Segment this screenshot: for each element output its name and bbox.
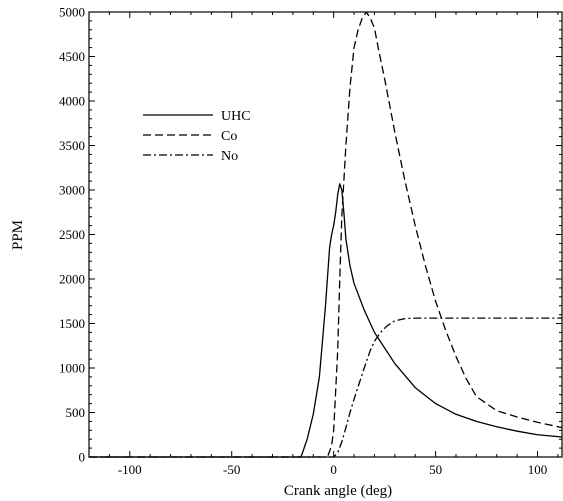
y-tick-label: 3000 — [59, 183, 85, 198]
legend-label: No — [221, 149, 238, 164]
x-tick-label: 50 — [429, 462, 442, 477]
y-tick-label: 1500 — [59, 316, 85, 331]
y-axis-title: PPM — [10, 220, 26, 250]
x-axis-title: Crank angle (deg) — [284, 483, 392, 499]
x-tick-label: -100 — [118, 462, 142, 477]
y-tick-label: 5000 — [59, 5, 85, 20]
ticks: -100 -50 0 50 100050010001500200025003000350… — [59, 5, 562, 477]
y-tick-label: 1000 — [59, 361, 85, 376]
legend-label: Co — [221, 129, 237, 144]
y-tick-label: 4500 — [59, 49, 85, 64]
plot-lines — [89, 11, 563, 458]
legend: UHC Co No — [143, 109, 251, 164]
x-tick-label: 100 — [528, 462, 548, 477]
series-line-dashdot — [89, 317, 562, 458]
y-tick-label: 3500 — [59, 138, 85, 153]
y-tick-label: 2500 — [59, 227, 85, 242]
x-tick-label: 0 — [330, 462, 337, 477]
series-line-dashed — [89, 11, 563, 458]
y-tick-label: 4000 — [59, 94, 85, 109]
legend-label: UHC — [221, 109, 251, 124]
y-tick-label: 2000 — [59, 272, 85, 287]
y-tick-label: 500 — [66, 405, 86, 420]
plot-frame — [88, 11, 563, 458]
y-tick-label: 0 — [79, 450, 86, 465]
series-line-solid — [89, 183, 563, 458]
x-tick-label: -50 — [223, 462, 240, 477]
axes — [88, 11, 563, 458]
